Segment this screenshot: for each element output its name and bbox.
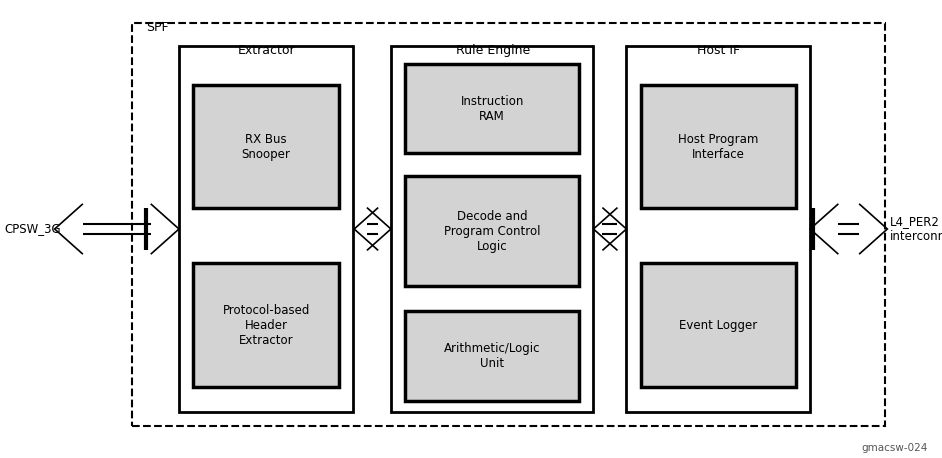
Bar [193, 85, 339, 208]
Text: Rule Engine: Rule Engine [456, 44, 529, 57]
Text: Host IF: Host IF [697, 44, 740, 57]
Bar [641, 85, 796, 208]
Bar [193, 263, 339, 387]
Bar [179, 46, 353, 412]
Text: L4_PER2
interconnect: L4_PER2 interconnect [890, 215, 942, 243]
Bar [132, 23, 885, 426]
Text: Decode and
Program Control
Logic: Decode and Program Control Logic [444, 210, 541, 253]
Bar [405, 64, 579, 153]
Bar [405, 311, 579, 401]
Text: Host Program
Interface: Host Program Interface [678, 132, 758, 161]
Text: SPF: SPF [146, 21, 169, 33]
Text: gmacsw-024: gmacsw-024 [862, 443, 928, 453]
Text: Protocol-based
Header
Extractor: Protocol-based Header Extractor [222, 304, 310, 347]
Text: Extractor: Extractor [237, 44, 296, 57]
Bar [626, 46, 810, 412]
Bar [405, 176, 579, 286]
Text: Arithmetic/Logic
Unit: Arithmetic/Logic Unit [444, 342, 541, 370]
Bar [391, 46, 593, 412]
Text: Event Logger: Event Logger [679, 319, 757, 332]
Text: Instruction
RAM: Instruction RAM [461, 95, 524, 123]
Bar [641, 263, 796, 387]
Text: RX Bus
Snooper: RX Bus Snooper [242, 132, 290, 161]
Text: CPSW_3G: CPSW_3G [5, 223, 61, 235]
